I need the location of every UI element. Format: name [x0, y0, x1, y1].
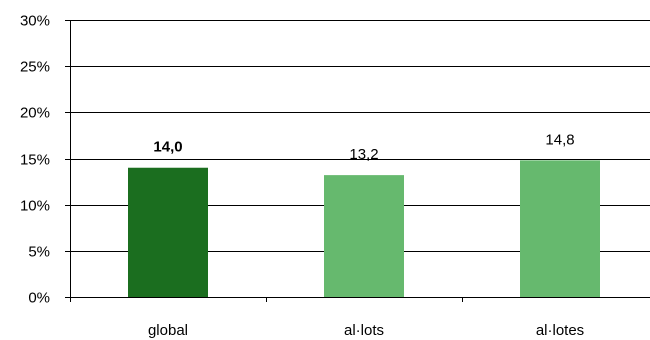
data-label: 14,0 [153, 139, 182, 156]
x-category-label: global [148, 322, 188, 339]
x-category-label: al·lotes [536, 322, 584, 339]
y-tick-label: 30% [20, 13, 50, 30]
y-tick-label: 10% [20, 198, 50, 215]
y-tick-label: 25% [20, 59, 50, 76]
axes [65, 20, 650, 302]
bars [128, 160, 600, 297]
bar-1 [128, 167, 208, 297]
y-tick-label: 20% [20, 105, 50, 122]
bar-2 [324, 175, 404, 297]
y-tick-label: 5% [28, 244, 50, 261]
data-label: 14,8 [545, 131, 574, 148]
x-category-label: al·lots [344, 322, 384, 339]
bar-3 [520, 160, 600, 297]
data-label: 13,2 [349, 146, 378, 163]
labels: 0% 5% 10% 15% 20% 25% 30% 14,0 global 13,2 al·lots… [20, 13, 584, 340]
y-tick-label: 15% [20, 152, 50, 169]
y-tick-label: 0% [28, 290, 50, 307]
